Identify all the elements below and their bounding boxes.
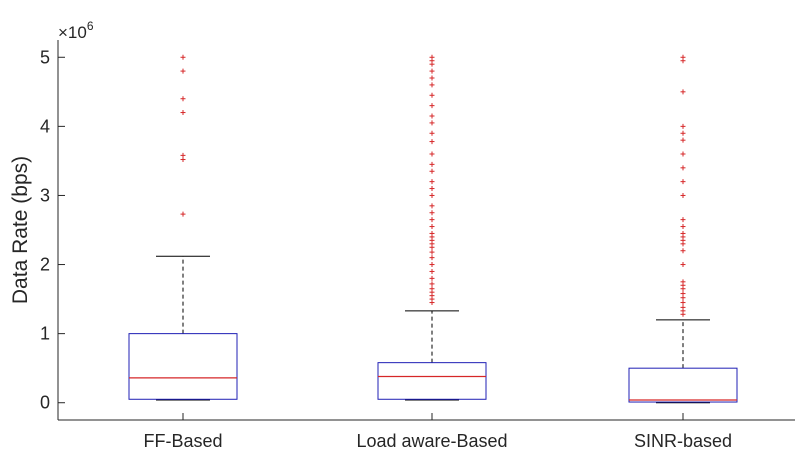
box-group: [128, 54, 238, 401]
outlier-point: [429, 268, 435, 274]
box-iqr: [628, 367, 738, 403]
outlier-point: [680, 54, 686, 60]
outlier-point: [429, 203, 435, 209]
x-tick-label: Load aware-Based: [356, 431, 507, 451]
y-axis-label: Data Rate (bps): [9, 156, 32, 304]
outlier-point: [429, 249, 435, 255]
y-tick-label: 0: [40, 393, 50, 413]
outlier-point: [429, 186, 435, 192]
outlier-point: [680, 248, 686, 254]
y-tick-label: 2: [40, 255, 50, 275]
outlier-point: [680, 291, 686, 297]
box-iqr: [377, 362, 487, 400]
outlier-point: [429, 286, 435, 292]
outlier-point: [429, 120, 435, 126]
x-tick-label: FF-Based: [143, 431, 222, 451]
y-exponent-power: 6: [87, 19, 94, 33]
outlier-point: [680, 262, 686, 268]
outlier-point: [680, 224, 686, 230]
outlier-point: [680, 179, 686, 185]
outlier-point: [680, 130, 686, 136]
outlier-point: [180, 68, 186, 74]
outlier-point: [429, 230, 435, 236]
y-tick-label: 1: [40, 324, 50, 344]
outlier-point: [429, 192, 435, 198]
y-tick-label: 3: [40, 185, 50, 205]
y-ticks: 0 1 2 3 4 5: [40, 47, 65, 413]
outlier-point: [429, 54, 435, 60]
outlier-point: [680, 300, 686, 306]
outlier-point: [180, 96, 186, 102]
outlier-point: [429, 275, 435, 281]
outlier-point: [429, 75, 435, 81]
outlier-point: [680, 89, 686, 95]
outlier-point: [680, 279, 686, 285]
outlier-point: [680, 137, 686, 143]
outlier-point: [429, 255, 435, 261]
outlier-point: [429, 179, 435, 185]
y-tick-label: 5: [40, 47, 50, 67]
outlier-point: [429, 139, 435, 145]
outlier-point: [429, 281, 435, 287]
outlier-point: [429, 130, 435, 136]
y-exponent-base: ×10: [58, 23, 87, 42]
box-group: [628, 54, 738, 404]
axes: [57, 40, 795, 421]
outlier-point: [429, 161, 435, 167]
y-exponent-label: ×106: [58, 19, 94, 42]
box-group: [377, 54, 487, 401]
x-tick-label: SINR-based: [634, 431, 732, 451]
outlier-point: [180, 152, 186, 158]
outlier-point: [680, 304, 686, 310]
outlier-point: [429, 210, 435, 216]
outlier-point: [429, 168, 435, 174]
outlier-point: [680, 123, 686, 129]
outlier-point: [680, 192, 686, 198]
x-ticks: FF-Based Load aware-Based SINR-based: [143, 413, 732, 451]
outlier-point: [429, 92, 435, 98]
outlier-point: [180, 110, 186, 116]
outlier-point: [429, 68, 435, 74]
outlier-point: [429, 113, 435, 119]
box-iqr: [128, 333, 238, 400]
outlier-point: [429, 103, 435, 109]
outlier-point: [429, 224, 435, 230]
outlier-point: [429, 217, 435, 223]
outlier-point: [180, 54, 186, 60]
outlier-point: [429, 82, 435, 88]
outlier-point: [429, 262, 435, 268]
outlier-point: [680, 151, 686, 157]
outlier-point: [680, 217, 686, 223]
outlier-point: [680, 165, 686, 171]
y-tick-label: 4: [40, 116, 50, 136]
outlier-point: [680, 230, 686, 236]
outlier-point: [180, 211, 186, 217]
outlier-point: [429, 151, 435, 157]
boxes: [128, 54, 738, 404]
